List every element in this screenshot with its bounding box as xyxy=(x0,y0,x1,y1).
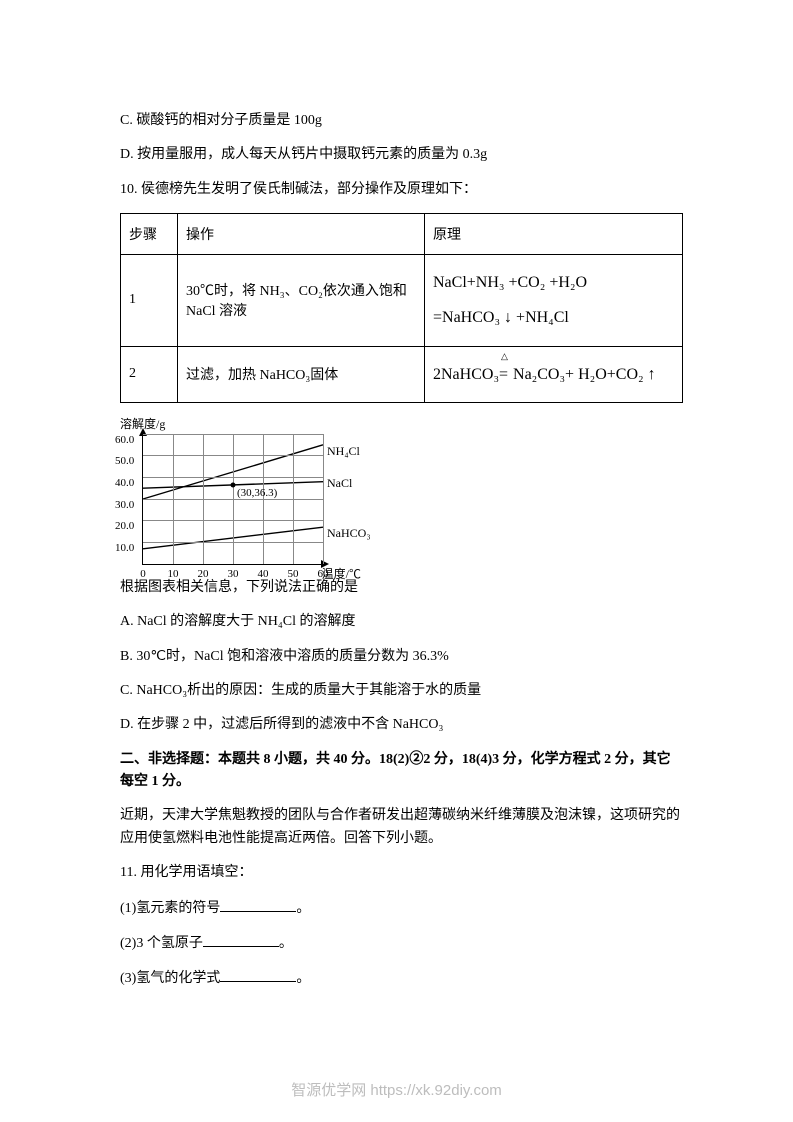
section-2-heading: 二、非选择题：本题共 8 小题，共 40 分。18(2)②2 分，18(4)3 … xyxy=(120,749,683,794)
cell-principle: NaCl+NH₃ +CO₂ +H₂O =NaHCO₃ ↓ +NH₄Cl xyxy=(425,255,683,346)
equation-line: NaCl+NH₃ +CO₂ +H₂O xyxy=(433,265,674,300)
solubility-chart: 溶解度/g 温度/℃ 10.020.030.040.050.060.001020… xyxy=(120,415,320,565)
eq-lhs: 2NaHCO₃ xyxy=(433,366,499,383)
q10-prompt: 根据图表相关信息，下列说法正确的是 xyxy=(120,577,683,599)
cell-operation: 过滤，加热 NaHCO₃固体 xyxy=(178,346,425,402)
fill-blank[interactable] xyxy=(203,932,279,947)
chart-ylabel: 溶解度/g xyxy=(120,415,320,432)
fill-blank[interactable] xyxy=(220,967,296,982)
table-row: 2 过滤，加热 NaHCO₃固体 2NaHCO₃=Na₂CO₃+ H₂O+CO₂… xyxy=(121,346,683,402)
q10-option-d: D. 在步骤 2 中，过滤后所得到的滤液中不含 NaHCO₃ xyxy=(120,714,683,736)
q10-intro: 10. 侯德榜先生发明了侯氏制碱法，部分操作及原理如下： xyxy=(120,179,683,201)
th-operation: 操作 xyxy=(178,214,425,255)
q9-option-c: C. 碳酸钙的相对分子质量是 100g xyxy=(120,110,683,132)
q11-3-text: (3)氢气的化学式 xyxy=(120,971,220,986)
fill-blank[interactable] xyxy=(220,897,296,912)
period: 。 xyxy=(279,936,293,951)
equation-line: =NaHCO₃ ↓ +NH₄Cl xyxy=(433,300,674,335)
th-step: 步骤 xyxy=(121,214,178,255)
q11-1-text: (1)氢元素的符号 xyxy=(120,901,220,916)
operations-table: 步骤 操作 原理 1 30℃时，将 NH₃、CO₂依次通入饱和 NaCl 溶液 … xyxy=(120,213,683,403)
equation-line: 2NaHCO₃=Na₂CO₃+ H₂O+CO₂ ↑ xyxy=(433,366,656,383)
table-header-row: 步骤 操作 原理 xyxy=(121,214,683,255)
period: 。 xyxy=(296,971,310,986)
cell-operation: 30℃时，将 NH₃、CO₂依次通入饱和 NaCl 溶液 xyxy=(178,255,425,346)
th-principle: 原理 xyxy=(425,214,683,255)
q11-2-text: (2)3 个氢原子 xyxy=(120,936,203,951)
cell-step: 1 xyxy=(121,255,178,346)
q11-sub-2: (2)3 个氢原子 。 xyxy=(120,932,683,955)
q10-option-b: B. 30℃时，NaCl 饱和溶液中溶质的质量分数为 36.3% xyxy=(120,646,683,668)
table-row: 1 30℃时，将 NH₃、CO₂依次通入饱和 NaCl 溶液 NaCl+NH₃ … xyxy=(121,255,683,346)
eq-rhs: Na₂CO₃+ H₂O+CO₂ ↑ xyxy=(513,366,656,383)
q11-sub-1: (1)氢元素的符号 。 xyxy=(120,897,683,920)
q11-stem: 11. 用化学用语填空： xyxy=(120,862,683,884)
section-2-intro: 近期，天津大学焦魁教授的团队与合作者研发出超薄碳纳米纤维薄膜及泡沫镍，这项研究的… xyxy=(120,805,683,850)
chart-area: 温度/℃ 10.020.030.040.050.060.001020304050… xyxy=(142,434,323,565)
q10-option-a: A. NaCl 的溶解度大于 NH₄Cl 的溶解度 xyxy=(120,611,683,633)
cell-principle: 2NaHCO₃=Na₂CO₃+ H₂O+CO₂ ↑ xyxy=(425,346,683,402)
q10-option-c: C. NaHCO₃析出的原因：生成的质量大于其能溶于水的质量 xyxy=(120,680,683,702)
q9-option-d: D. 按用量服用，成人每天从钙片中摄取钙元素的质量为 0.3g xyxy=(120,144,683,166)
q11-sub-3: (3)氢气的化学式 。 xyxy=(120,967,683,990)
heat-equals-icon: = xyxy=(499,357,513,392)
period: 。 xyxy=(296,901,310,916)
cell-step: 2 xyxy=(121,346,178,402)
page-footer: 智源优学网 https://xk.92diy.com xyxy=(0,1079,793,1100)
